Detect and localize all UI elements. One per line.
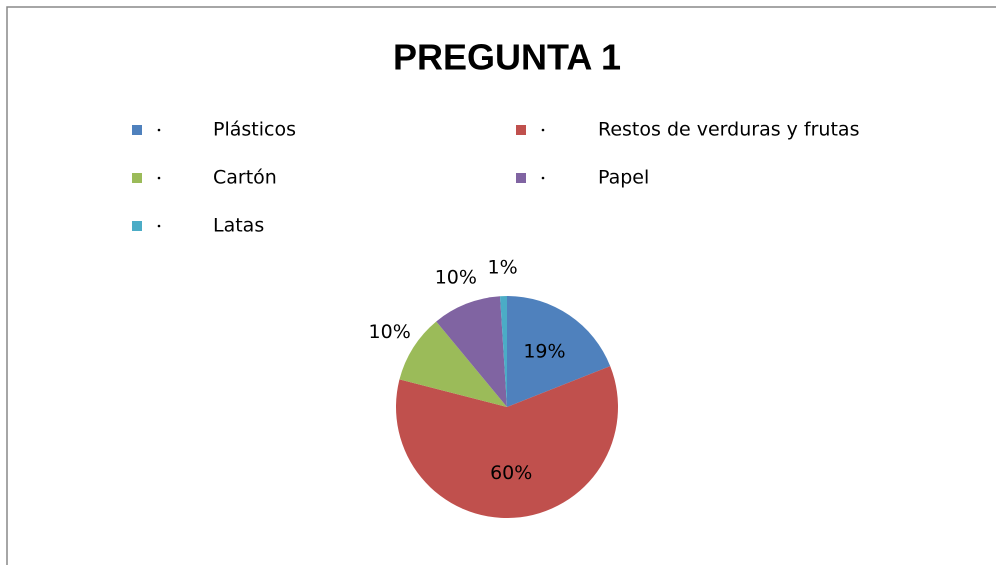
data-label: 60% <box>490 462 532 484</box>
legend-bullet <box>541 128 545 132</box>
pie-slice <box>436 296 507 407</box>
legend-swatch <box>132 125 142 135</box>
legend-swatch <box>516 125 526 135</box>
legend-label: Papel <box>598 167 649 189</box>
data-label: 1% <box>488 257 518 279</box>
chart-frame <box>6 6 996 565</box>
legend-bullet <box>157 128 161 132</box>
legend-bullet <box>541 176 545 180</box>
pie-slice <box>396 366 618 518</box>
legend-label: Cartón <box>213 167 277 189</box>
pie-slice <box>399 321 507 407</box>
data-label: 19% <box>523 340 565 362</box>
chart-title: PREGUNTA 1 <box>393 37 621 78</box>
legend-swatch <box>132 221 142 231</box>
legend-swatch <box>516 173 526 183</box>
pie-slice <box>500 296 507 407</box>
pie-slice <box>507 296 611 407</box>
data-label: 10% <box>369 321 411 343</box>
legend-label: Latas <box>213 215 264 237</box>
legend-swatch <box>132 173 142 183</box>
legend-bullet <box>157 224 161 228</box>
legend-label: Restos de verduras y frutas <box>598 119 859 141</box>
legend-label: Plásticos <box>213 119 296 141</box>
data-label: 10% <box>435 266 477 288</box>
legend-bullet <box>157 176 161 180</box>
